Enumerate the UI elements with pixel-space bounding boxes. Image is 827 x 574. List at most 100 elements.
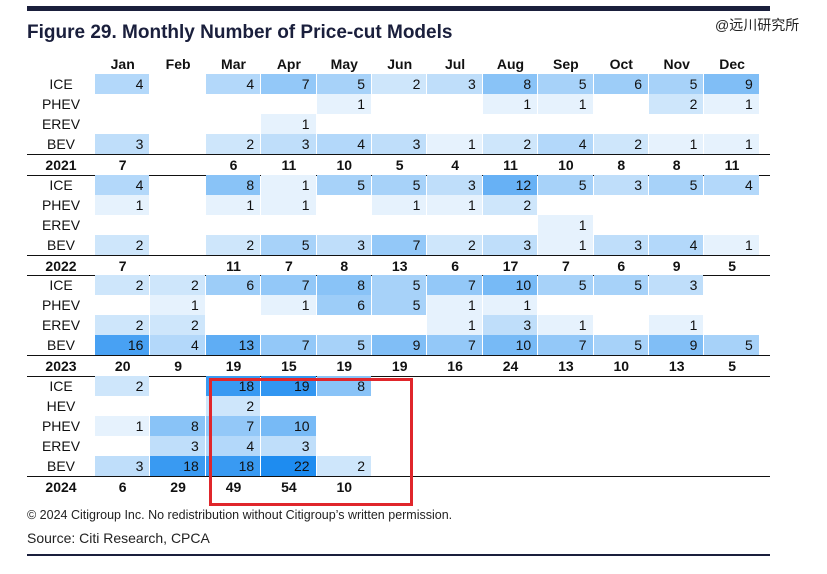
value-cell: 1 <box>427 315 482 336</box>
table-row: BEV 2 2 5 3 7 2 3 1 3 4 1 <box>27 234 770 255</box>
value-cell: 5 <box>372 275 427 295</box>
value-cell: 6 <box>593 74 648 94</box>
value-cell: 5 <box>649 74 704 94</box>
total-cell: 13 <box>558 358 574 375</box>
row-label: EREV <box>41 317 81 334</box>
value-cell: 6 <box>205 275 261 295</box>
total-cell: 6 <box>617 257 626 274</box>
value-cell: 5 <box>649 174 704 195</box>
total-cell: 11 <box>724 157 740 174</box>
value-cell: 3 <box>593 234 648 255</box>
value-cell: 2 <box>150 275 205 295</box>
row-label: BEV <box>46 236 75 253</box>
value-cell: 9 <box>649 335 704 356</box>
value-cell: 5 <box>538 74 593 94</box>
source-note: Source: Citi Research, CPCA <box>27 530 210 546</box>
value-cell: 10 <box>482 275 538 295</box>
value-cell: 2 <box>482 134 538 155</box>
value-cell: 3 <box>593 174 648 195</box>
month-header-nov: Nov <box>663 56 690 72</box>
total-cell: 13 <box>668 358 685 375</box>
value-cell: 1 <box>649 315 704 336</box>
total-cell: 6 <box>229 157 238 174</box>
value-cell: 7 <box>538 335 593 356</box>
total-cell: 29 <box>170 479 186 495</box>
value-cell: 1 <box>704 234 759 255</box>
month-header-feb: Feb <box>165 56 191 72</box>
value-cell: 1 <box>427 295 482 316</box>
month-header-jul: Jul <box>444 56 466 72</box>
value-cell: 4 <box>205 74 261 94</box>
total-cell: 5 <box>728 358 736 375</box>
copyright-note: © 2024 Citigroup Inc. No redistribution … <box>27 508 453 522</box>
value-cell: 3 <box>95 134 150 155</box>
value-cell: 6 <box>316 295 371 316</box>
month-header-apr: Apr <box>276 56 301 72</box>
row-label: PHEV <box>41 96 81 113</box>
total-label: 2024 <box>45 479 77 495</box>
value-cell: 1 <box>205 194 261 215</box>
total-label: 2021 <box>45 157 77 174</box>
month-header-oct: Oct <box>609 56 633 72</box>
top-rule <box>27 6 770 11</box>
value-cell: 22 <box>261 455 316 476</box>
total-cell: 8 <box>340 257 349 274</box>
value-cell: 1 <box>538 315 593 336</box>
value-cell: 1 <box>372 194 427 215</box>
value-cell: 1 <box>95 194 150 215</box>
row-label: PHEV <box>41 417 81 434</box>
total-label: 2022 <box>45 257 77 274</box>
table-row: BEV 16 4 13 7 5 9 7 10 7 5 9 5 <box>27 335 770 356</box>
value-cell: 8 <box>316 275 371 295</box>
value-cell: 5 <box>538 174 593 195</box>
value-cell: 8 <box>150 415 205 436</box>
value-cell: 8 <box>205 174 261 195</box>
table-row: HEV 2 <box>27 395 770 416</box>
row-label: ICE <box>49 176 73 193</box>
value-cell: 5 <box>372 174 427 195</box>
value-cell: 12 <box>482 174 538 195</box>
value-cell: 1 <box>261 114 316 135</box>
total-cell: 20 <box>114 358 131 375</box>
total-cell: 11 <box>281 157 297 174</box>
value-cell: 2 <box>649 94 704 115</box>
value-cell: 5 <box>316 74 371 94</box>
value-cell: 8 <box>482 74 538 94</box>
value-cell: 2 <box>593 134 648 155</box>
value-cell: 2 <box>316 455 371 476</box>
value-cell: 13 <box>205 335 261 356</box>
total-cell: 49 <box>225 479 242 495</box>
total-cell: 7 <box>284 257 293 274</box>
watermark: @远川研究所 <box>715 17 800 33</box>
value-cell: 3 <box>372 134 427 155</box>
month-header-aug: Aug <box>496 56 525 72</box>
value-cell: 3 <box>427 174 482 195</box>
value-cell: 5 <box>316 174 371 195</box>
total-cell: 8 <box>672 157 681 174</box>
value-cell: 3 <box>482 315 538 336</box>
value-cell: 1 <box>649 134 704 155</box>
table-row: BEV 3 2 3 4 3 1 2 4 2 1 1 <box>27 134 770 155</box>
value-cell: 2 <box>95 315 150 336</box>
value-cell: 5 <box>593 275 648 295</box>
total-cell: 10 <box>613 358 630 375</box>
value-cell: 3 <box>649 275 704 295</box>
value-cell: 1 <box>538 214 593 235</box>
value-cell: 5 <box>372 295 427 316</box>
value-cell: 2 <box>482 194 538 215</box>
value-cell: 3 <box>482 234 538 255</box>
total-cell: 10 <box>336 157 353 174</box>
value-cell: 1 <box>538 94 593 115</box>
total-cell: 19 <box>336 358 353 375</box>
value-cell: 3 <box>261 435 316 456</box>
value-cell: 1 <box>95 415 150 436</box>
table-row: BEV 3 18 18 22 2 <box>27 455 770 476</box>
row-label: EREV <box>41 437 81 454</box>
total-cell: 6 <box>118 479 127 495</box>
value-cell: 16 <box>95 335 150 356</box>
row-label: BEV <box>46 136 75 153</box>
value-cell: 7 <box>427 275 482 295</box>
value-cell: 5 <box>316 335 371 356</box>
month-header-sep: Sep <box>553 56 579 72</box>
value-cell: 4 <box>316 134 371 155</box>
